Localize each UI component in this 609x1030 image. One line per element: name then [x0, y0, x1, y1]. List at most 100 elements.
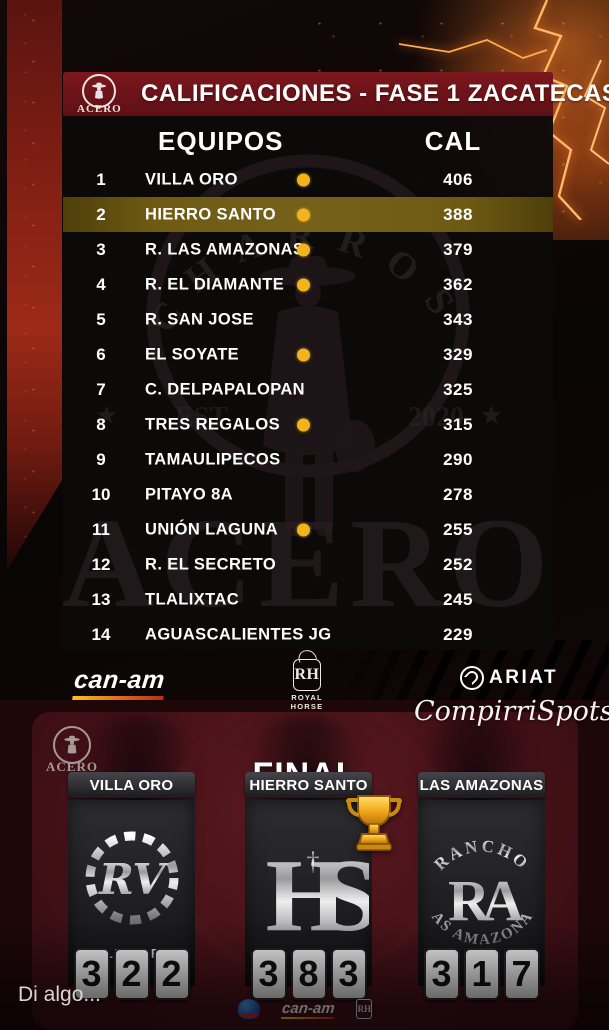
row-team: R. LAS AMAZONAS: [145, 240, 305, 258]
final-panel: ACERO FINAL VILLA ORO RV VILLA ORO 3 2: [32, 712, 578, 1030]
royal-horse-label: ROYAL HORSE: [290, 693, 324, 712]
table-row: 13 TLALIXTAC 245: [63, 582, 553, 617]
row-score: 406: [443, 169, 473, 189]
table-row: 8 TRES REGALOS 315: [63, 407, 553, 442]
score-digit: 2: [113, 948, 150, 1000]
table-rows: 1 VILLA ORO 406 2 HIERRO SANTO 388 3 R. …: [63, 162, 553, 650]
table-row: 4 R. EL DIAMANTE 362: [63, 267, 553, 302]
canam-logo-text: can-am: [72, 666, 167, 694]
row-team: R. EL DIAMANTE: [145, 275, 285, 293]
royal-horse-logo: RH ROYAL HORSE: [281, 648, 333, 712]
sponsor-row: can-am RH ROYAL HORSE ARIAT: [0, 648, 609, 711]
final-card-title: VILLA ORO: [68, 772, 195, 798]
final-card-title: LAS AMAZONAS: [418, 772, 545, 798]
charro-figure-icon: [64, 735, 80, 754]
row-team: EL SOYATE: [145, 345, 240, 363]
row-score: 315: [443, 414, 473, 434]
score-digit: 8: [290, 948, 327, 1000]
row-rank: 10: [91, 484, 111, 504]
table-header-row: EQUIPOS CAL: [63, 126, 553, 158]
svg-text:ACERO: ACERO: [63, 492, 553, 634]
ariat-logo: ARIAT: [460, 666, 558, 690]
svg-text:2020: 2020: [408, 402, 464, 433]
final-footer-logos: can-am RH: [32, 999, 578, 1019]
ariat-logo-text: ARIAT: [489, 667, 559, 688]
charro-figure-icon: [92, 82, 107, 99]
row-rank: 6: [96, 344, 106, 364]
row-team: HIERRO SANTO: [145, 205, 277, 223]
row-score: 388: [443, 204, 473, 224]
table-row: 5 R. SAN JOSE 343: [63, 302, 553, 337]
row-team: AGUASCALIENTES JG: [145, 625, 332, 643]
table-row: 6 EL SOYATE 329: [63, 337, 553, 372]
royal-horse-monogram: RH: [293, 659, 321, 691]
column-header-equipos: EQUIPOS: [158, 126, 284, 156]
row-rank: 8: [96, 414, 106, 434]
final-card-body: RANCHO RA LAS AMAZONAS 3 1 7: [418, 800, 545, 1000]
royal-horse-mini-logo: RH: [356, 999, 373, 1019]
canam-mini-logo: can-am: [280, 999, 336, 1019]
story-reply-prompt[interactable]: Di algo...: [18, 983, 101, 1006]
qualified-dot-icon: [297, 278, 310, 291]
qualified-dot-icon: [297, 348, 310, 361]
table-row: 9 TAMAULIPECOS 290: [63, 442, 553, 477]
page-title: CALIFICACIONES - FASE 1 ZACATECAS: [141, 80, 609, 107]
row-team: C. DELPAPALOPAN: [145, 380, 306, 398]
row-team: R. EL SECRETO: [145, 555, 277, 573]
row-score: 252: [443, 554, 473, 574]
svg-text:★: ★: [95, 400, 118, 430]
row-rank: 5: [96, 309, 106, 329]
score-tiles: 3 8 3: [250, 948, 367, 1000]
row-score: 290: [443, 449, 473, 469]
score-digit: 3: [330, 948, 367, 1000]
acero-badge-icon: ACERO: [77, 74, 122, 115]
svg-text:†: †: [306, 847, 319, 876]
svg-text:RV: RV: [98, 855, 169, 904]
row-rank: 12: [91, 554, 111, 574]
canam-underline: [72, 696, 164, 700]
row-team: UNIÓN LAGUNA: [145, 520, 279, 538]
row-rank: 11: [92, 519, 110, 539]
row-team: VILLA ORO: [145, 170, 238, 188]
final-card-title: HIERRO SANTO: [245, 772, 372, 798]
row-score: 343: [443, 309, 473, 329]
score-digit: 7: [503, 948, 540, 1000]
svg-text:★: ★: [480, 400, 503, 430]
qualified-dot-icon: [297, 243, 310, 256]
qualified-dot-icon: [297, 173, 310, 186]
ember-left-strip: [7, 0, 62, 570]
row-rank: 2: [96, 204, 106, 224]
row-score: 229: [443, 624, 473, 644]
qualifications-header: ACERO CALIFICACIONES - FASE 1 ZACATECAS: [63, 72, 609, 116]
villa-oro-monogram-icon: RV: [85, 831, 178, 924]
qualifications-panel: ACERO CALIFICACIONES - FASE 1 ZACATECAS …: [63, 72, 609, 650]
gold-trophy-icon: [346, 795, 402, 851]
final-card-body: RV VILLA ORO 3 2 2: [68, 800, 195, 1000]
table-row: 7 C. DELPAPALOPAN 325: [63, 372, 553, 407]
charros-de-acero-watermark-icon: CHARROS DE ★ ★ EST 2020 ACERO: [63, 154, 553, 634]
row-score: 329: [443, 344, 473, 364]
row-team: TLALIXTAC: [145, 590, 240, 608]
las-amazonas-monogram-icon: RANCHO RA LAS AMAZONAS: [420, 818, 535, 948]
qualified-dot-icon: [297, 418, 310, 431]
table-row: 14 AGUASCALIENTES JG 229: [63, 617, 553, 650]
table-row: 12 R. EL SECRETO 252: [63, 547, 553, 582]
table-row: 1 VILLA ORO 406: [63, 162, 553, 197]
table-row: 3 R. LAS AMAZONAS 379: [63, 232, 553, 267]
svg-text:EST: EST: [175, 402, 228, 433]
row-score: 278: [443, 484, 473, 504]
row-score: 245: [443, 589, 473, 609]
qualified-dot-icon: [297, 208, 310, 221]
row-rank: 3: [96, 239, 106, 259]
row-score: 379: [443, 239, 473, 259]
canam-logo: can-am: [72, 666, 166, 700]
compirrispots-watermark: CompirriSpots: [414, 696, 609, 727]
acero-badge-final-icon: ACERO: [46, 726, 98, 773]
score-digit: 1: [463, 948, 500, 1000]
row-score: 325: [443, 379, 473, 399]
table-row: 11 UNIÓN LAGUNA 255: [63, 512, 553, 547]
canam-mini-text: can-am: [280, 999, 336, 1017]
score-tiles: 3 1 7: [423, 948, 540, 1000]
acero-badge-final-label: ACERO: [46, 759, 98, 774]
